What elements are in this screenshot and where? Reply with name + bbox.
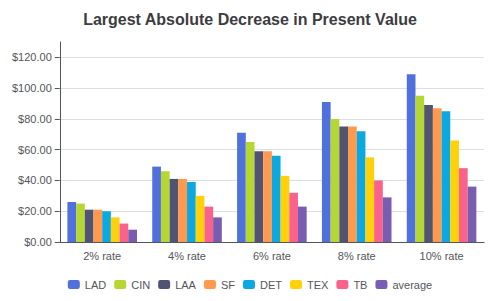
svg-text:TB: TB	[353, 279, 367, 291]
svg-text:8% rate: 8% rate	[338, 250, 376, 262]
svg-text:$80.00: $80.00	[18, 113, 52, 125]
svg-text:$60.00: $60.00	[18, 144, 52, 156]
svg-text:LAA: LAA	[175, 279, 196, 291]
svg-text:average: average	[392, 279, 432, 291]
svg-text:2% rate: 2% rate	[83, 250, 121, 262]
svg-text:4% rate: 4% rate	[168, 250, 206, 262]
svg-text:$100.00: $100.00	[12, 82, 52, 94]
svg-text:DET: DET	[260, 279, 282, 291]
svg-text:SF: SF	[221, 279, 235, 291]
svg-text:LAD: LAD	[85, 279, 106, 291]
svg-text:$40.00: $40.00	[18, 174, 52, 186]
svg-text:TEX: TEX	[307, 279, 329, 291]
svg-text:$120.00: $120.00	[12, 51, 52, 63]
svg-text:$0.00: $0.00	[24, 236, 52, 248]
svg-text:10% rate: 10% rate	[420, 250, 464, 262]
svg-text:6% rate: 6% rate	[253, 250, 291, 262]
svg-text:CIN: CIN	[131, 279, 150, 291]
svg-text:$20.00: $20.00	[18, 205, 52, 217]
svg-text:Largest Absolute Decrease in P: Largest Absolute Decrease in Present Val…	[83, 11, 417, 28]
